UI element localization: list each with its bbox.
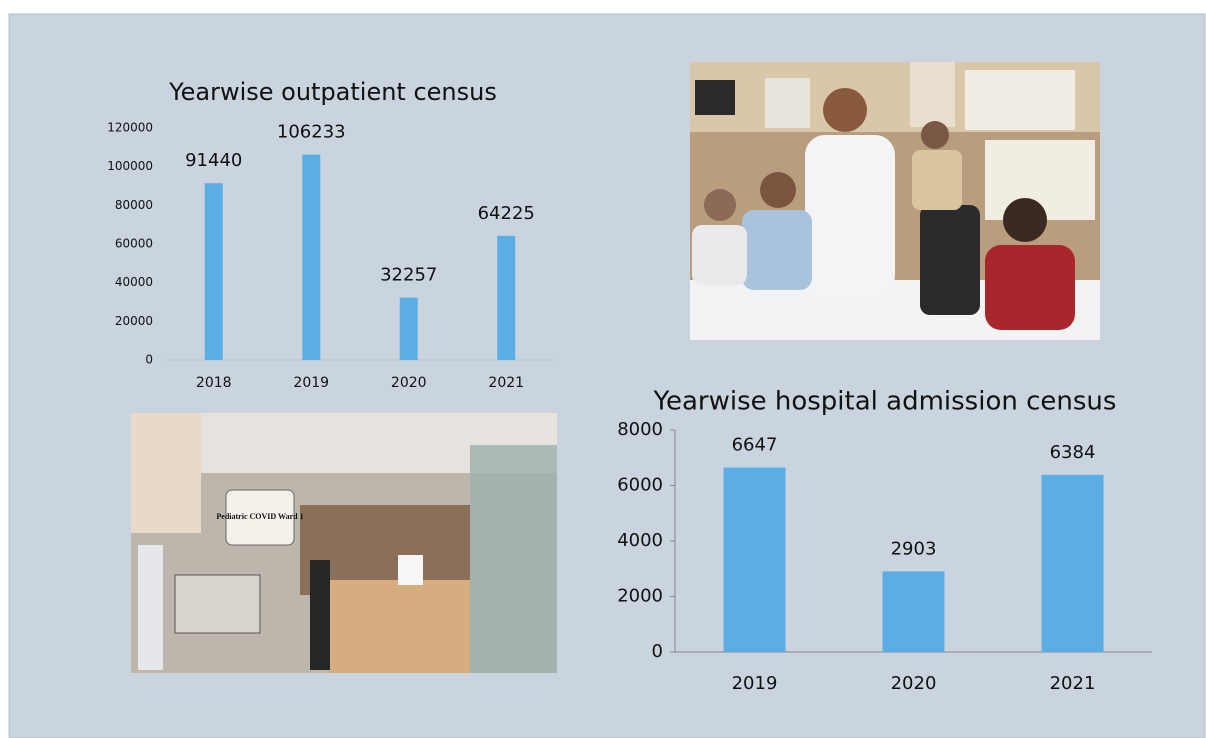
y-tick-label: 80000 — [115, 198, 153, 212]
bar — [497, 235, 516, 360]
y-tick-label: 0 — [145, 353, 153, 367]
bar — [723, 467, 786, 652]
bar — [302, 154, 321, 360]
bar — [882, 571, 945, 652]
y-tick-label: 8000 — [617, 419, 663, 440]
photo-meeting — [690, 62, 1100, 340]
y-tick-label: 100000 — [107, 159, 153, 173]
bar — [399, 297, 418, 360]
value-label: 106233 — [277, 122, 346, 143]
ward-sign: Pediatric COVID Ward 1 — [216, 512, 303, 521]
value-label: 6647 — [732, 435, 778, 456]
x-tick-label: 2021 — [1050, 673, 1096, 694]
y-tick-label: 0 — [652, 641, 663, 662]
y-tick-label: 20000 — [115, 314, 153, 328]
x-tick-label: 2018 — [196, 375, 232, 391]
chart-title: Yearwise outpatient census — [168, 78, 497, 106]
x-tick-label: 2019 — [732, 673, 778, 694]
value-label: 2903 — [891, 538, 937, 559]
photo-ward: Pediatric COVID Ward 1 — [131, 413, 557, 673]
value-label: 91440 — [185, 150, 242, 171]
bar — [1041, 474, 1104, 652]
x-tick-label: 2019 — [293, 375, 329, 391]
y-tick-label: 40000 — [115, 275, 153, 289]
bar — [204, 183, 223, 360]
value-label: 6384 — [1050, 442, 1096, 463]
x-tick-label: 2021 — [488, 375, 524, 391]
value-label: 32257 — [380, 265, 437, 286]
x-tick-label: 2020 — [391, 375, 427, 391]
value-label: 64225 — [478, 203, 535, 224]
chart-title: Yearwise hospital admission census — [653, 387, 1117, 417]
y-tick-label: 2000 — [617, 586, 663, 607]
y-tick-label: 6000 — [617, 475, 663, 496]
y-tick-label: 120000 — [107, 121, 153, 135]
x-tick-label: 2020 — [891, 673, 937, 694]
y-tick-label: 60000 — [115, 237, 153, 251]
y-tick-label: 4000 — [617, 530, 663, 551]
